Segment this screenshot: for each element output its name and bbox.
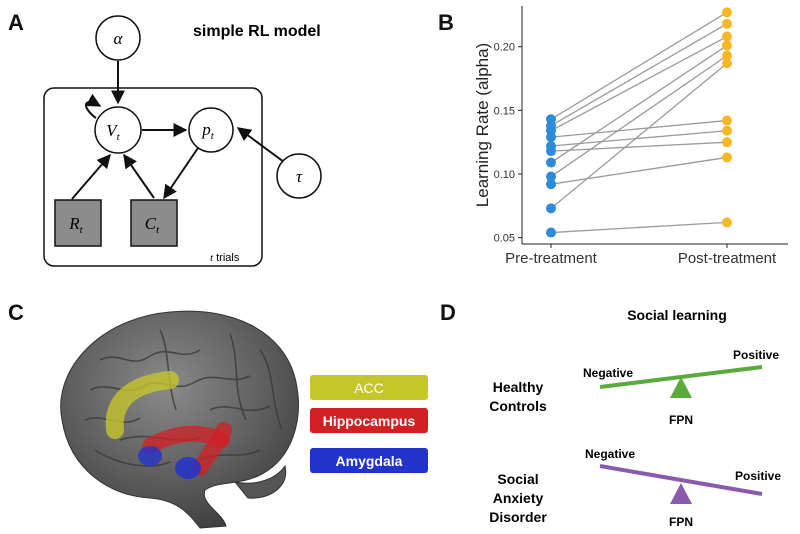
post-treatment-point	[722, 152, 732, 163]
pair-line	[550, 62, 728, 209]
node-c-label: Ct	[145, 214, 160, 236]
legend-acc	[310, 375, 428, 400]
edge-v-self-loop	[85, 93, 102, 119]
node-v	[94, 106, 142, 154]
post-treatment-point	[722, 125, 732, 136]
sad-label-2: Anxiety	[493, 490, 544, 506]
plate-label: t trials	[210, 252, 240, 264]
panel-letter-a: A	[8, 10, 24, 35]
pre-treatment-point	[546, 132, 556, 143]
post-treatment-point	[722, 115, 732, 126]
post-treatment-point	[722, 137, 732, 148]
healthy-positive-label: Positive	[733, 348, 779, 362]
acc-region	[105, 371, 179, 439]
healthy-label-1: Healthy	[493, 379, 544, 395]
node-alpha-label: α	[114, 29, 124, 48]
panel-letter-b: B	[438, 10, 454, 35]
x-tick-label: Pre-treatment	[505, 250, 598, 267]
edge-c-v	[123, 153, 155, 199]
pre-treatment-point	[546, 179, 556, 190]
pair-line	[550, 23, 728, 127]
healthy-negative-label: Negative	[583, 366, 633, 380]
pre-treatment-point	[546, 171, 556, 182]
pre-treatment-point	[546, 146, 556, 157]
trials-plate	[43, 87, 263, 267]
node-r-label: Rt	[68, 214, 83, 236]
sad-positive-label: Positive	[735, 469, 781, 483]
rl-model-diagram: simple RL model t trials α Vt pt τ Rt Ct	[43, 15, 322, 267]
post-treatment-point	[722, 58, 732, 69]
sad-label-1: Social	[497, 471, 538, 487]
social-learning-diagram: Social learning Healthy Controls Negativ…	[489, 307, 781, 529]
brain-image	[60, 310, 299, 529]
sad-label-3: Disorder	[489, 509, 547, 525]
sad-negative-label: Negative	[585, 447, 635, 461]
y-tick-label: 0.15	[494, 105, 515, 117]
node-p	[188, 107, 234, 153]
legend-acc-label: ACC	[354, 380, 384, 396]
sad-fulcrum	[670, 483, 692, 504]
pair-line	[550, 156, 728, 185]
post-treatment-point	[722, 18, 732, 29]
pair-line	[550, 35, 728, 132]
rl-model-title: simple RL model	[193, 23, 321, 40]
panel-letter-c: C	[8, 300, 24, 325]
sad-fpn-label: FPN	[669, 515, 693, 529]
post-treatment-point	[722, 7, 732, 18]
node-tau	[276, 153, 322, 199]
panel-letter-d: D	[440, 300, 456, 325]
post-treatment-point	[722, 40, 732, 51]
pair-line	[550, 221, 728, 234]
edge-p-c	[163, 147, 199, 200]
legend-amygdala-label: Amygdala	[336, 453, 403, 469]
pair-line	[550, 119, 728, 138]
pre-treatment-point	[546, 157, 556, 168]
sad-beam	[599, 464, 763, 496]
node-tau-label: τ	[296, 167, 303, 186]
y-tick-label: 0.10	[494, 169, 515, 181]
pair-line	[550, 44, 728, 164]
node-p-label: pt	[201, 120, 215, 142]
learning-rate-chart: Learning Rate (alpha) 0.05 0.10 0.15 0.20 Pr…	[473, 6, 788, 267]
pair-line	[550, 141, 728, 152]
pair-line	[550, 11, 728, 120]
post-treatment-point	[722, 50, 732, 61]
node-v-label: Vt	[106, 121, 120, 143]
edge-r-v	[71, 153, 111, 200]
legend-hippocampus-label: Hippocampus	[323, 413, 416, 429]
pre-treatment-point	[546, 203, 556, 214]
edge-tau-p	[236, 127, 285, 163]
healthy-fpn-label: FPN	[669, 413, 693, 427]
legend-hippocampus	[310, 408, 428, 433]
post-treatment-point	[722, 31, 732, 42]
y-tick-label: 0.20	[494, 42, 515, 54]
social-learning-title: Social learning	[627, 307, 727, 323]
x-tick-label: Post-treatment	[678, 250, 777, 267]
legend-amygdala	[310, 448, 428, 473]
hippocampus-region-2	[192, 422, 232, 476]
brain-figure: ACC Hippocampus Amygdala	[60, 310, 428, 529]
y-axis-label: Learning Rate (alpha)	[473, 43, 492, 207]
y-tick-label: 0.05	[494, 233, 515, 245]
node-c	[130, 199, 178, 247]
amygdala-region-1	[138, 446, 162, 466]
pre-treatment-point	[546, 227, 556, 238]
amygdala-region-2	[175, 457, 201, 479]
healthy-fulcrum	[670, 377, 692, 398]
pair-line	[550, 55, 728, 178]
node-r	[54, 199, 102, 247]
post-treatment-point	[722, 217, 732, 228]
healthy-label-2: Controls	[489, 398, 547, 414]
node-alpha	[95, 15, 141, 61]
